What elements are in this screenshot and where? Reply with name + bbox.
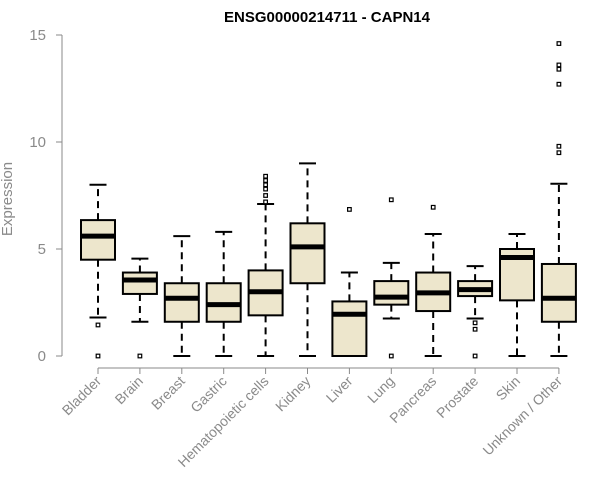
boxes-group [80, 41, 577, 359]
outlier-point [347, 207, 352, 212]
y-tick-label: 5 [38, 241, 46, 258]
box-iqr [163, 282, 200, 323]
x-tick-label: Brain [112, 373, 146, 407]
x-tick-label: Skin [493, 373, 524, 404]
box-gastric [205, 230, 242, 357]
box-unknown-other [540, 41, 577, 357]
outlier-point [95, 322, 101, 328]
outlier-point [472, 320, 478, 326]
outlier-point [137, 353, 143, 359]
outlier-point [430, 204, 436, 210]
y-tick-label: 10 [29, 134, 46, 151]
y-tick-label: 15 [29, 27, 46, 44]
outlier-point [263, 173, 268, 179]
outlier-point [263, 178, 268, 183]
outlier-point [388, 197, 394, 203]
box-iqr [289, 222, 326, 285]
x-tick-label: Liver [323, 373, 356, 406]
box-skin [499, 233, 535, 357]
outlier-point [556, 81, 562, 87]
box-iqr [80, 219, 116, 261]
chart-title: ENSG00000214711 - CAPN14 [224, 9, 431, 26]
outlier-point [556, 143, 562, 149]
x-tick-label: Pancreas [386, 373, 439, 426]
x-tick-label: Lung [364, 373, 397, 406]
outlier-point [263, 182, 268, 188]
outlier-point [472, 353, 478, 359]
outlier-point [556, 150, 562, 156]
outlier-point [263, 199, 268, 205]
x-tick-label: Unknown / Other [479, 373, 565, 459]
box-liver [331, 207, 368, 357]
box-iqr [331, 300, 368, 357]
box-iqr [121, 271, 158, 295]
box-lung [373, 197, 410, 359]
outlier-point [95, 353, 101, 359]
box-brain [121, 257, 158, 359]
outlier-point [556, 41, 562, 46]
outlier-point [263, 186, 268, 192]
box-iqr [373, 280, 410, 306]
box-breast [163, 235, 200, 357]
y-axis-label: Expression [0, 162, 16, 236]
outlier-point [263, 193, 268, 198]
x-tick-label: Breast [148, 373, 188, 413]
outlier-point [556, 62, 562, 68]
y-axis: 0 5 10 15 [29, 27, 63, 365]
box-iqr [540, 262, 577, 323]
outlier-point [556, 66, 562, 72]
box-hematopoietic-cells [247, 173, 284, 357]
x-tick-label: Kidney [272, 373, 314, 415]
x-tick-label: Bladder [59, 373, 105, 419]
box-pancreas [415, 204, 452, 357]
outlier-point [472, 326, 478, 332]
box-kidney [289, 162, 326, 357]
x-tick-label: Prostate [433, 373, 481, 421]
y-tick-label: 0 [38, 348, 46, 365]
outlier-point [388, 353, 394, 359]
box-prostate [457, 265, 494, 359]
box-bladder [80, 183, 116, 359]
